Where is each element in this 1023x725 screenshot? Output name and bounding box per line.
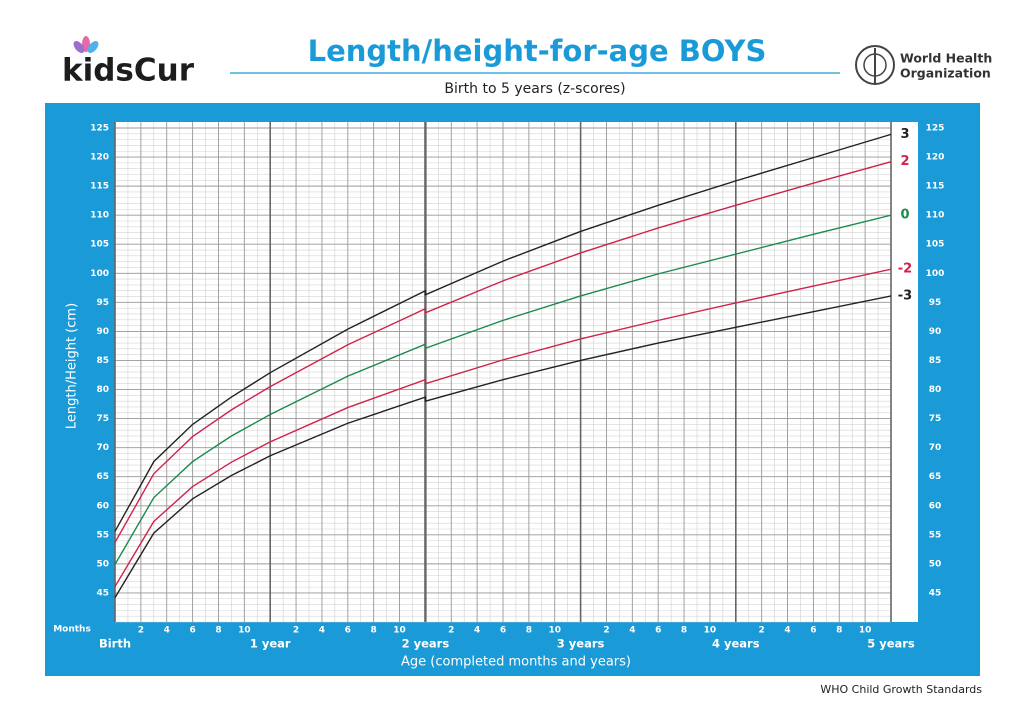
x-tick-label: 8 [371,626,377,636]
x-tick-label: 8 [526,626,532,636]
year-tick-label: 3 years [557,637,605,651]
brand-logo [73,36,99,53]
x-tick-label: 8 [681,626,687,636]
x-tick-label: 6 [655,626,661,636]
y-tick-label-right: 60 [929,501,942,511]
y-tick-label: 120 [90,153,109,163]
z-score-line [114,133,892,532]
z-score-line [114,295,892,598]
y-tick-label-right: 125 [926,124,945,134]
y-tick-label: 110 [90,211,109,221]
x-tick-label: 2 [293,626,299,636]
y-axis-title: Length/Height (cm) [65,303,80,429]
x-tick-label: 10 [393,626,406,636]
y-tick-label-right: 110 [926,211,945,221]
y-tick-label: 80 [96,385,109,395]
y-tick-label-right: 120 [926,153,945,163]
y-tick-label: 60 [96,501,109,511]
y-tick-label-right: 65 [929,472,942,482]
logo-petal [87,41,99,53]
y-tick-label: 95 [96,298,109,308]
year-tick-label: 4 years [712,637,760,651]
x-tick-label: 4 [474,626,480,636]
y-tick-label: 100 [90,269,109,279]
y-tick-label: 55 [96,530,109,540]
brand-name: kidsCur [62,53,195,89]
z-score-line [114,214,892,565]
year-tick-label: 5 years [867,637,915,651]
organization-line: Organization [900,66,991,81]
y-tick-label: 90 [96,327,109,337]
y-tick-label-right: 115 [926,182,945,192]
months-label: Months [53,625,91,635]
y-tick-label-right: 80 [929,385,942,395]
y-tick-label: 65 [96,472,109,482]
y-tick-label-right: 90 [929,327,942,337]
x-tick-label: 10 [859,626,872,636]
x-tick-label: 6 [500,626,506,636]
x-axis-title: Age (completed months and years) [401,655,631,670]
legend-label: -3 [898,288,912,303]
x-tick-label: 6 [345,626,351,636]
y-tick-label: 75 [96,414,109,424]
y-tick-label-right: 100 [926,269,945,279]
x-tick-label: 4 [319,626,325,636]
y-tick-label: 85 [96,356,109,366]
y-tick-label: 70 [96,443,109,453]
x-tick-label: 6 [810,626,816,636]
x-tick-label: 8 [215,626,221,636]
y-tick-label-right: 85 [929,356,942,366]
who-emblem [855,45,895,85]
x-tick-label: 10 [238,626,251,636]
year-tick-label: 1 year [250,637,291,651]
legend-label: 3 [900,127,909,142]
year-tick-label: Birth [99,637,131,651]
z-score-line [114,161,892,543]
x-tick-label: 10 [548,626,561,636]
x-tick-label: 2 [603,626,609,636]
x-tick-label: 4 [784,626,790,636]
legend-label: -2 [898,262,912,277]
y-tick-label: 115 [90,182,109,192]
y-tick-label-right: 95 [929,298,942,308]
organization-line: World Health [900,51,992,66]
marks: 3 2 0 -2 -3 [114,127,912,598]
chart-subtitle: Birth to 5 years (z-scores) [444,81,625,97]
x-tick-label: 8 [836,626,842,636]
legend-label: 2 [900,154,909,169]
chart-title: Length/height-for-age BOYS [308,34,767,68]
year-tick-label: 2 years [402,637,450,651]
x-tick-label: 2 [138,626,144,636]
y-tick-label-right: 70 [929,443,942,453]
y-tick-label-right: 50 [929,559,942,569]
y-tick-label-right: 105 [926,240,945,250]
y-tick-label: 105 [90,240,109,250]
x-tick-label: 2 [448,626,454,636]
y-tick-label-right: 55 [929,530,942,540]
y-tick-label: 45 [96,588,109,598]
x-tick-label: 4 [164,626,170,636]
logo-petal [73,41,85,53]
x-tick-label: 6 [189,626,195,636]
x-tick-label: 2 [759,626,765,636]
z-score-line [114,268,892,587]
y-tick-label-right: 45 [929,588,942,598]
x-tick-label: 4 [629,626,635,636]
legend-label: 0 [900,208,909,223]
y-tick-label-right: 75 [929,414,942,424]
x-tick-label: 10 [704,626,717,636]
y-tick-label: 125 [90,124,109,134]
footer: WHO Child Growth Standards [820,683,982,696]
y-tick-label: 50 [96,559,109,569]
